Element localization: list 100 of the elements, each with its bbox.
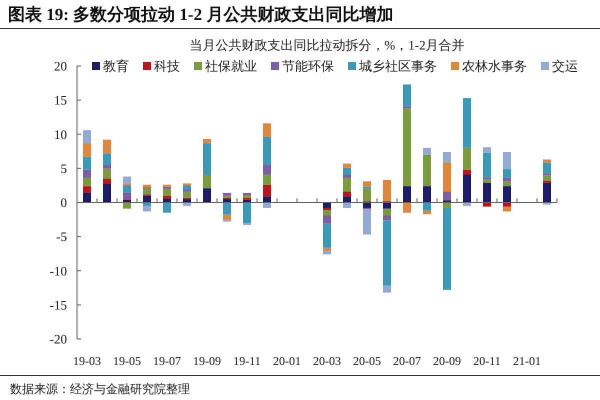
bar [363,188,371,202]
bar [83,156,91,170]
bar [323,248,331,251]
bar [103,164,111,168]
chart-subtitle: 当月公共财政支出同比拉动拆分，%，1-2月合并 [189,38,465,52]
bar [223,214,231,220]
bar [343,168,351,175]
source-note: 数据来源：经济与金融研究院整理 [10,382,190,396]
bar [343,174,351,178]
bar [323,208,331,210]
y-tick-label: 20 [54,58,67,74]
bar [183,192,191,198]
bar [183,185,191,190]
bar [103,153,111,165]
bar [83,170,91,178]
bar [263,174,271,185]
bar [203,139,211,144]
bar [503,206,511,212]
bar [103,140,111,154]
y-tick-label: 10 [54,126,67,142]
bar [423,210,431,214]
bar [163,188,171,196]
bar [203,174,211,188]
bar [463,170,471,175]
legend-label: 农林水事务 [462,58,527,74]
bar [383,208,391,216]
x-tick-label: 20-11 [473,354,501,368]
bar [323,210,331,216]
bar [383,286,391,293]
bar [383,220,391,286]
y-tick-label: 5 [60,160,67,176]
bar [423,186,431,202]
x-tick-label: 20-01 [273,354,301,368]
bar [143,184,151,188]
bar [543,182,551,202]
y-tick-label: -20 [50,332,67,346]
bar [143,196,151,202]
bar [463,98,471,148]
bar [503,178,511,182]
bar [323,224,331,248]
bar [263,202,271,208]
x-tick-label: 21-01 [513,354,541,368]
bar [403,186,411,202]
x-tick-label: 19-07 [153,354,181,368]
bar [423,148,431,155]
bar [163,202,171,213]
bar [163,196,171,198]
bar [383,215,391,220]
bar [443,152,451,162]
bar [83,143,91,157]
bar [223,192,231,196]
x-tick-label: 20-09 [433,354,461,368]
legend-label: 社保就业 [205,58,257,74]
bar [103,168,111,179]
y-tick-label: -5 [56,229,67,244]
bar [323,250,331,254]
bar [243,194,251,198]
y-tick-label: 0 [60,195,67,210]
bar [203,188,211,202]
x-tick-label: 19-03 [73,354,101,368]
legend-label: 城乡社区事务 [358,58,437,74]
bar [423,202,431,211]
bar [443,162,451,192]
bar [243,222,251,226]
bar [503,186,511,202]
bar [103,183,111,202]
bar [143,188,151,194]
bar [543,175,551,181]
legend-label: 科技 [154,58,180,74]
bar [243,202,251,223]
y-tick-label: -15 [50,297,67,312]
x-tick-label: 20-05 [353,354,381,368]
bar [443,202,451,208]
bar [323,202,331,208]
y-tick-label: -10 [50,263,67,278]
bar [383,180,391,202]
chart-title: 图表 19: 多数分项拉动 1-2 月公共财政支出同比增加 [8,5,394,24]
bar [503,181,511,186]
y-tick-label: 15 [54,92,67,108]
bar [263,136,271,165]
bar [83,178,91,186]
bar [123,176,131,184]
bar [463,174,471,202]
bar [103,178,111,184]
bar [503,152,511,170]
bar [363,202,371,208]
x-tick-label: 19-11 [233,354,261,368]
bar [403,84,411,106]
bar [203,143,211,175]
x-tick-label: 20-03 [313,354,341,368]
bar [83,192,91,202]
bar [403,108,411,186]
bar [343,192,351,196]
bar [363,209,371,235]
x-tick-label: 20-07 [393,354,421,368]
bar [483,182,491,202]
bar [483,152,491,178]
legend-label: 交运 [552,58,578,74]
x-tick-label: 19-09 [193,354,221,368]
x-tick-label: 19-05 [113,354,141,368]
